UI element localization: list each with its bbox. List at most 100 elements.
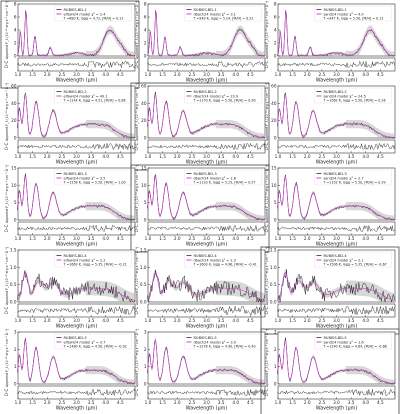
- error-band: [147, 173, 265, 220]
- x-tick-label: 4.0: [362, 236, 369, 241]
- x-tick-label: 2.0: [44, 154, 51, 159]
- x-axis-label: Wavelength (μm): [316, 78, 358, 84]
- legend-model-params: T =1152 K, logg = 5.50, [M/H] = 0.39: [322, 181, 385, 185]
- spectrum-y-axis-label: Apparent F_λ (10⁻¹⁸ erg s⁻¹ cm⁻² Å⁻¹): [4, 165, 9, 223]
- y-tick-label: 40: [141, 101, 147, 106]
- x-tick-label: 1.5: [29, 72, 36, 77]
- x-tick-label: 1.0: [145, 72, 152, 77]
- legend-model-label: dbach24 model χ² = 3.0: [193, 340, 235, 344]
- y-tick-label: 3: [14, 330, 17, 335]
- x-tick-label: 4.0: [232, 154, 239, 159]
- spectrum-y-axis-label: Apparent F_λ (10⁻¹⁸ erg s⁻¹ cm⁻² Å⁻¹): [264, 165, 269, 223]
- x-tick-label: 3.0: [333, 236, 340, 241]
- legend-object-name: RUBIES-BD-2: [63, 90, 86, 94]
- model-spectrum-line: [277, 11, 396, 56]
- y-tick-label: 0: [144, 382, 147, 387]
- x-tick-label: 3.0: [333, 154, 340, 159]
- legend-object-name: RUBIES-BD-1: [63, 8, 86, 12]
- x-tick-label: 4.5: [117, 318, 124, 323]
- spectrum-y-axis-label: Apparent F_λ (10⁻¹⁸ erg s⁻¹ cm⁻² Å⁻¹): [134, 165, 139, 223]
- legend-model-label: elfowl24 model χ² = 3.7: [63, 340, 105, 344]
- spectrum-y-axis-label: Apparent F_λ (10⁻¹⁸ erg s⁻¹ cm⁻² Å⁻¹): [134, 83, 139, 141]
- x-tick-label: 1.0: [275, 236, 282, 241]
- error-band: [17, 173, 135, 220]
- x-tick-label: 3.0: [73, 154, 80, 159]
- legend-model-label: elfowl24 model χ² = 2.2: [63, 258, 105, 262]
- x-tick-label: 2.5: [189, 318, 196, 323]
- legend-box: [314, 251, 392, 268]
- legend-box: [314, 87, 392, 104]
- error-band: [277, 173, 395, 220]
- x-tick-label: 4.5: [377, 318, 384, 323]
- x-tick-label: 2.5: [319, 72, 326, 77]
- x-axis-label: Wavelength (μm): [186, 242, 228, 248]
- y-tick-label: 0: [14, 382, 17, 387]
- legend-model-label: sand24 model χ² = 4.0: [323, 12, 363, 16]
- x-tick-label: 4.0: [362, 400, 369, 405]
- x-tick-label: 4.0: [232, 236, 239, 241]
- legend-model-params: T =1062 K, logg = 5.50, [M/H] = 0.16: [322, 99, 385, 103]
- residual-y-axis-label: O-C: [4, 143, 9, 151]
- model-spectrum-line: [147, 11, 266, 56]
- x-tick-label: 4.5: [377, 154, 384, 159]
- residual-line: [17, 224, 136, 232]
- x-tick-label: 2.0: [174, 154, 181, 159]
- model-spectrum-line: [147, 339, 266, 384]
- x-axis-label: Wavelength (μm): [56, 78, 98, 84]
- spectrum-y-axis-label: Apparent F_λ (10⁻¹⁸ erg s⁻¹ cm⁻² Å⁻¹): [264, 83, 269, 141]
- spectrum-y-axis-label: Apparent F_λ (10⁻¹⁸ erg s⁻¹ cm⁻² Å⁻¹): [4, 329, 9, 387]
- model-spectrum-line: [17, 271, 136, 302]
- model-spectrum-line: [277, 175, 396, 220]
- legend-model-params: T =1663 K, logg = 5.35, [M/H] = -0.21: [62, 263, 126, 267]
- x-tick-label: 1.5: [159, 236, 166, 241]
- y-tick-label: 15: [141, 166, 147, 171]
- legend-object-name: RUBIES-BD-5: [63, 336, 86, 340]
- x-tick-label: 3.5: [88, 154, 95, 159]
- y-tick-label: 60: [141, 84, 147, 89]
- residual-line: [277, 60, 396, 69]
- model-spectrum-line: [147, 93, 266, 138]
- legend-model-label: elfowl24 model χ² = 2.4: [63, 12, 106, 16]
- residual-line: [147, 305, 266, 316]
- legend-object-name: RUBIES-BD-4: [193, 254, 217, 258]
- y-tick-label: 0: [274, 218, 277, 223]
- x-tick-label: 2.0: [174, 318, 181, 323]
- residual-y-axis-label: O-C: [134, 225, 139, 233]
- x-tick-label: 3.0: [203, 154, 210, 159]
- y-tick-label: 5: [274, 200, 277, 205]
- legend-box: [184, 333, 262, 350]
- legend-box: [314, 5, 392, 22]
- y-tick-label: 40: [11, 101, 17, 106]
- x-tick-label: 4.5: [247, 72, 254, 77]
- x-tick-label: 4.5: [377, 72, 384, 77]
- residual-y-axis-label: O-C: [134, 307, 139, 315]
- legend-object-name: RUBIES-BD-4: [323, 254, 347, 258]
- x-tick-label: 4.5: [117, 236, 124, 241]
- spectrum-y-axis-label: Apparent F_λ (10⁻¹⁸ erg s⁻¹ cm⁻² Å⁻¹): [4, 1, 9, 59]
- x-tick-label: 1.5: [289, 236, 296, 241]
- y-tick-label: 0: [274, 136, 277, 141]
- y-tick-label: 6: [144, 15, 147, 20]
- x-tick-label: 3.5: [88, 236, 95, 241]
- x-tick-label: 2.5: [319, 236, 326, 241]
- observed-spectrum-line: [17, 270, 136, 303]
- x-tick-label: 1.0: [15, 154, 22, 159]
- y-tick-label: 0: [144, 54, 147, 59]
- legend-object-name: RUBIES-BD-3: [63, 172, 86, 176]
- x-tick-label: 3.5: [218, 400, 225, 405]
- x-tick-label: 2.5: [59, 318, 66, 323]
- legend-model-label: sand24 model χ² = 2.7: [323, 176, 363, 180]
- residual-line: [147, 61, 266, 68]
- spectrum-y-axis-label: Apparent F_λ (10⁻¹⁸ erg s⁻¹ cm⁻² Å⁻¹): [264, 247, 269, 305]
- x-tick-label: 4.0: [102, 154, 109, 159]
- y-tick-label: 1.5: [10, 248, 17, 253]
- best-fit-highlight-box: [260, 328, 400, 414]
- x-tick-label: 1.0: [275, 154, 282, 159]
- legend-model-params: T =880 K, logg = 4.72, [M/H] = 0.12: [62, 17, 123, 21]
- residual-line: [17, 142, 136, 151]
- y-tick-label: 2: [144, 41, 147, 46]
